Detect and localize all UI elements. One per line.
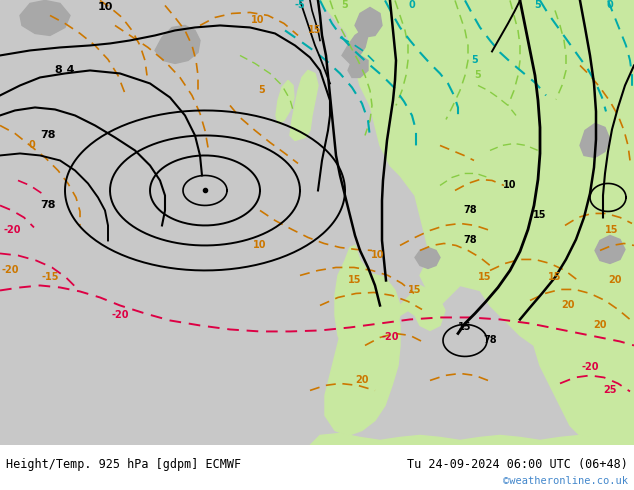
Text: 10: 10	[251, 16, 265, 25]
Polygon shape	[335, 245, 445, 366]
Text: 15: 15	[548, 272, 562, 282]
Text: 15: 15	[605, 225, 619, 236]
Polygon shape	[348, 55, 368, 77]
Text: 5: 5	[259, 85, 266, 96]
Text: 15: 15	[308, 25, 321, 35]
Text: -5: -5	[295, 0, 306, 10]
Text: 20: 20	[561, 300, 575, 311]
Text: -20: -20	[3, 225, 21, 236]
Polygon shape	[276, 80, 294, 123]
Text: 15: 15	[533, 210, 547, 221]
Text: 0: 0	[29, 141, 36, 150]
Polygon shape	[342, 30, 368, 63]
Text: 5: 5	[342, 0, 348, 10]
Text: 15: 15	[478, 272, 492, 282]
Polygon shape	[325, 275, 400, 436]
Polygon shape	[355, 7, 382, 37]
Polygon shape	[595, 236, 625, 264]
Text: -15: -15	[41, 272, 59, 282]
Text: 20: 20	[593, 320, 607, 330]
Text: 78: 78	[40, 130, 56, 141]
Text: 78: 78	[463, 205, 477, 216]
Polygon shape	[290, 71, 318, 141]
Polygon shape	[20, 0, 70, 35]
Polygon shape	[385, 0, 448, 146]
Text: -20: -20	[1, 266, 19, 275]
Text: 10: 10	[372, 250, 385, 261]
Text: -20: -20	[111, 311, 129, 320]
Polygon shape	[155, 25, 200, 63]
Polygon shape	[340, 0, 420, 175]
Text: 20: 20	[608, 275, 622, 286]
Text: -20: -20	[581, 363, 598, 372]
Text: 10: 10	[503, 180, 517, 191]
Text: 5: 5	[534, 0, 541, 10]
Polygon shape	[415, 247, 440, 269]
Text: -20: -20	[381, 332, 399, 343]
Text: 10: 10	[253, 241, 267, 250]
Text: 15: 15	[348, 275, 362, 286]
Text: 0: 0	[607, 0, 613, 10]
Text: 10: 10	[97, 2, 113, 12]
Text: 5: 5	[475, 71, 481, 80]
Polygon shape	[320, 0, 634, 445]
Polygon shape	[580, 123, 610, 157]
Polygon shape	[310, 434, 634, 445]
Text: 78: 78	[40, 200, 56, 210]
Text: 78: 78	[463, 236, 477, 245]
Text: 78: 78	[483, 336, 497, 345]
Text: 5: 5	[472, 55, 479, 66]
Text: ©weatheronline.co.uk: ©weatheronline.co.uk	[503, 476, 628, 487]
Text: 0: 0	[409, 0, 415, 10]
Text: 25: 25	[603, 386, 617, 395]
Text: 15: 15	[458, 322, 472, 332]
Polygon shape	[480, 0, 634, 445]
Text: Height/Temp. 925 hPa [gdpm] ECMWF: Height/Temp. 925 hPa [gdpm] ECMWF	[6, 458, 242, 471]
Text: Tu 24-09-2024 06:00 UTC (06+48): Tu 24-09-2024 06:00 UTC (06+48)	[407, 458, 628, 471]
Text: 15: 15	[408, 286, 422, 295]
Text: 20: 20	[355, 375, 369, 386]
Text: 8 4: 8 4	[55, 66, 75, 75]
